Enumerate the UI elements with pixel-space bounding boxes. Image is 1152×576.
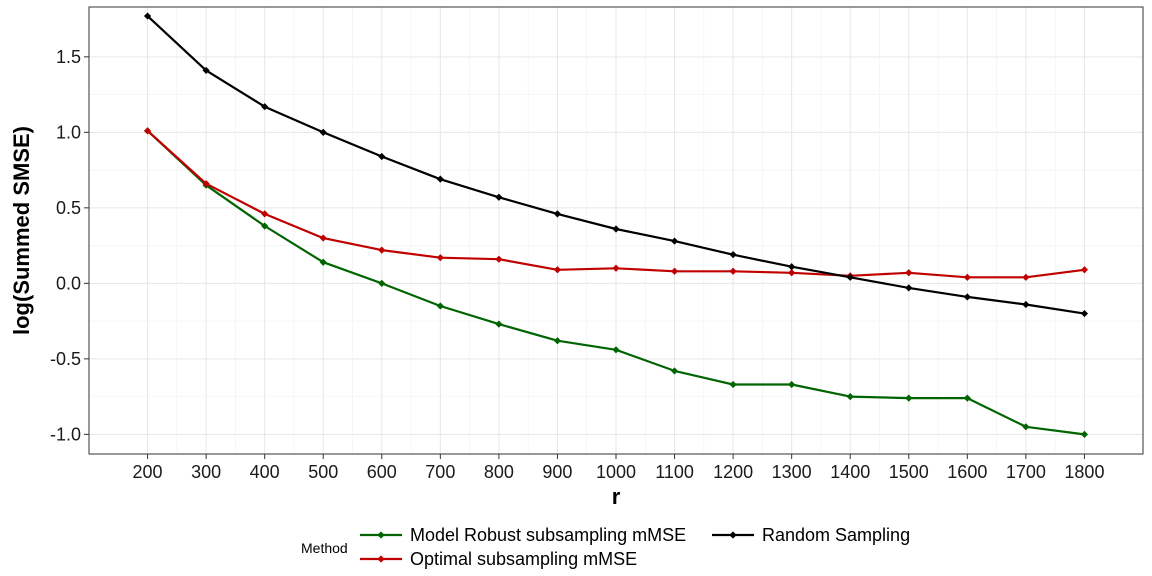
data-point	[495, 320, 503, 328]
y-tick-label: 0.5	[56, 198, 81, 218]
legend-item: Model Robust subsampling mMSE	[360, 525, 686, 545]
legend-title: Method	[301, 540, 348, 556]
y-axis-ticks: -1.0 -0.5 0.0 0.5 1.0 1.5	[50, 47, 89, 444]
x-tick-label: 1100	[655, 462, 694, 482]
data-point	[143, 127, 152, 135]
legend-key-point	[729, 531, 737, 539]
x-tick-label: 1200	[713, 462, 753, 482]
data-point	[963, 293, 971, 301]
data-point	[261, 103, 269, 111]
x-tick-label: 1800	[1064, 462, 1104, 482]
legend-key-point	[377, 531, 385, 539]
data-point	[378, 152, 386, 161]
data-point	[436, 302, 444, 310]
y-tick-label: -0.5	[50, 349, 81, 369]
data-point	[729, 380, 737, 389]
data-point	[553, 210, 562, 218]
x-tick-label: 600	[367, 462, 397, 482]
data-point	[202, 66, 210, 75]
series	[143, 127, 1089, 281]
data-point	[905, 394, 913, 402]
data-point	[612, 264, 620, 272]
data-point	[553, 266, 562, 274]
data-point	[729, 251, 737, 259]
y-tick-label: -1.0	[50, 424, 81, 444]
data-point	[1022, 423, 1030, 431]
data-point	[788, 263, 796, 271]
data-point	[670, 237, 679, 245]
x-axis-ticks: 200 300 400 500 600 700 800 900 1000 1100 1200 1300…	[133, 454, 1104, 482]
data-point	[788, 269, 796, 277]
data-point	[319, 234, 327, 242]
data-point	[319, 128, 327, 136]
x-tick-label: 400	[250, 462, 280, 482]
data-point	[963, 273, 971, 281]
legend-label: Optimal subsampling mMSE	[410, 549, 637, 569]
data-point	[1022, 300, 1030, 309]
data-point	[319, 258, 327, 266]
y-tick-label: 1.0	[56, 122, 81, 142]
data-point	[846, 393, 854, 401]
data-point	[670, 267, 679, 275]
data-point	[905, 269, 913, 277]
x-tick-label: 700	[425, 462, 455, 482]
x-tick-label: 1600	[947, 462, 987, 482]
series	[143, 12, 1089, 318]
data-point	[1080, 309, 1089, 318]
data-point	[553, 337, 562, 345]
data-point	[495, 255, 503, 263]
x-tick-label: 1400	[830, 462, 870, 482]
x-tick-label: 1500	[889, 462, 929, 482]
y-axis-title: log(Summed SMSE)	[9, 126, 34, 335]
x-tick-label: 1000	[596, 462, 636, 482]
data-point	[846, 273, 854, 281]
data-point	[261, 210, 269, 218]
data-point	[788, 380, 796, 389]
data-point	[612, 225, 620, 233]
data-point	[436, 254, 444, 262]
legend-item: Optimal subsampling mMSE	[360, 549, 637, 569]
legend-key-point	[377, 555, 385, 563]
x-tick-label: 300	[191, 462, 221, 482]
data-point	[202, 180, 210, 188]
data-point	[495, 193, 503, 201]
legend-label: Random Sampling	[762, 525, 910, 545]
x-tick-label: 500	[308, 462, 338, 482]
x-tick-label: 1700	[1006, 462, 1046, 482]
legend: Method Model Robust subsampling mMSE Opti…	[301, 525, 910, 569]
y-tick-label: 1.5	[56, 47, 81, 67]
series-group	[143, 12, 1089, 438]
data-point	[1080, 430, 1089, 438]
data-point	[670, 367, 679, 375]
data-point	[963, 394, 971, 402]
data-point	[905, 284, 913, 292]
x-tick-label: 900	[542, 462, 572, 482]
legend-label: Model Robust subsampling mMSE	[410, 525, 686, 545]
data-point	[143, 12, 152, 20]
data-point	[1080, 266, 1089, 274]
x-tick-label: 800	[484, 462, 514, 482]
data-point	[261, 222, 269, 230]
data-point	[378, 279, 386, 287]
x-tick-label: 1300	[772, 462, 812, 482]
x-axis-title: r	[612, 484, 621, 509]
data-point	[436, 175, 444, 183]
y-tick-label: 0.0	[56, 273, 81, 293]
grid	[89, 7, 1143, 454]
legend-item: Random Sampling	[712, 525, 910, 545]
x-tick-label: 200	[133, 462, 163, 482]
data-point	[612, 346, 620, 354]
data-point	[378, 246, 386, 254]
data-point	[729, 267, 737, 275]
data-point	[1022, 273, 1030, 281]
